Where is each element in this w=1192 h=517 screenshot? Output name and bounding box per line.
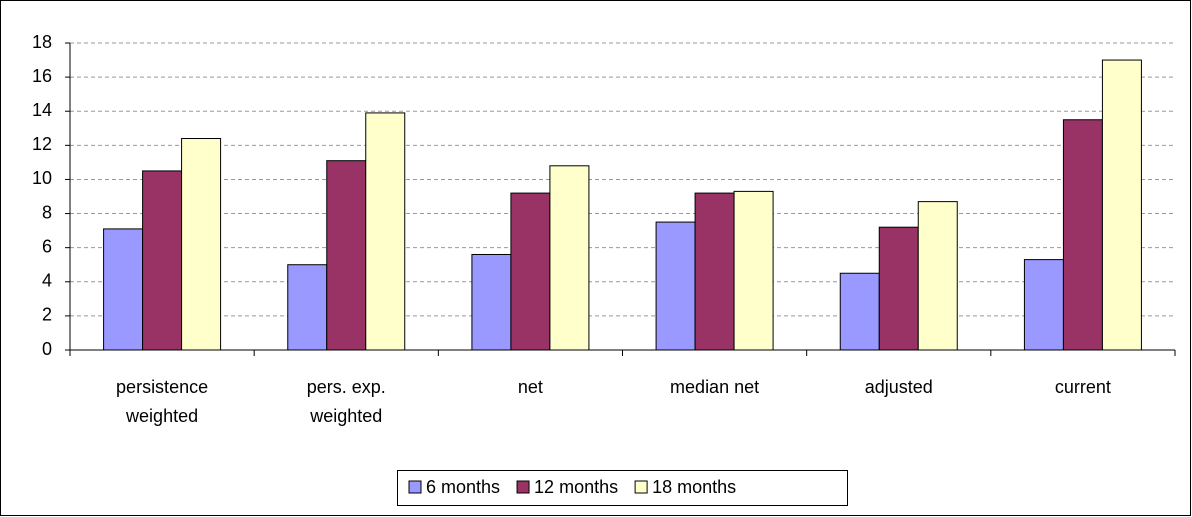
x-tick-label: current (1054, 377, 1111, 397)
y-tick-label: 18 (32, 32, 52, 52)
legend-box (397, 470, 848, 506)
bar (655, 221, 696, 351)
bar (471, 253, 512, 351)
x-tick-label: net (517, 377, 543, 397)
x-tick-label: adjusted (864, 377, 933, 397)
y-tick-label: 6 (42, 236, 52, 256)
bar (1062, 119, 1103, 351)
y-tick-label: 10 (32, 168, 52, 188)
y-tick-label: 2 (42, 305, 52, 325)
legend-label: 6 months (426, 477, 500, 497)
x-tick-label: persistence weighted (116, 377, 209, 426)
x-tick-label: pers. exp. weighted (306, 377, 386, 426)
bar (917, 201, 958, 351)
bar (103, 228, 144, 351)
legend-label: 18 months (652, 477, 736, 497)
legend-swatch (408, 480, 422, 494)
legend-label: 12 months (534, 477, 618, 497)
bar (1023, 259, 1064, 351)
bar (733, 190, 774, 351)
bar (878, 226, 919, 351)
bar (326, 160, 367, 351)
y-tick-label: 14 (32, 100, 52, 120)
bar (549, 165, 590, 351)
x-tick-label: median net (670, 377, 760, 397)
y-tick-label: 16 (32, 66, 52, 86)
bar (287, 264, 328, 351)
y-tick-label: 12 (32, 134, 52, 154)
bar (510, 192, 551, 351)
legend-swatch (634, 480, 648, 494)
y-tick-label: 4 (42, 271, 52, 291)
bar (694, 192, 735, 351)
bar (365, 112, 406, 351)
y-tick-label: 8 (42, 202, 52, 222)
bar (181, 138, 222, 351)
bar (839, 272, 880, 351)
y-tick-label: 0 (42, 339, 52, 359)
bar (1101, 59, 1142, 351)
legend-swatch (516, 480, 530, 494)
bar (142, 170, 183, 351)
